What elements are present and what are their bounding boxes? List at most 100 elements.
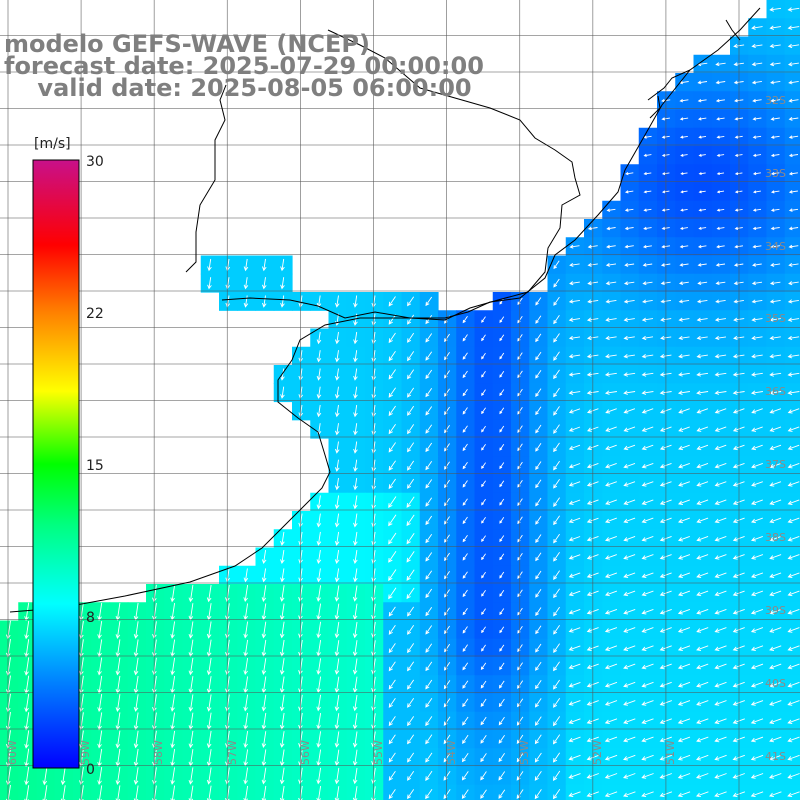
wind-arrow — [406, 587, 415, 600]
wind-cell — [511, 730, 530, 749]
wind-cell — [492, 620, 512, 640]
wind-cell — [419, 711, 439, 731]
wind-arrow — [751, 499, 763, 505]
wind-arrow — [261, 568, 267, 583]
wind-arrow — [188, 657, 194, 676]
wind-arrow — [552, 734, 561, 745]
wind-arrow — [751, 335, 763, 341]
wind-arrow — [388, 314, 396, 325]
wind-arrow — [751, 426, 763, 432]
wind-arrow — [770, 208, 780, 212]
wind-arrow — [553, 460, 560, 471]
wind-arrow — [769, 681, 782, 688]
wind-arrow — [388, 423, 396, 435]
wind-cell — [383, 529, 403, 549]
wind-arrow — [714, 426, 727, 432]
wind-arrow — [388, 514, 397, 527]
wind-arrow — [206, 657, 212, 676]
wind-arrow — [787, 572, 800, 578]
wind-arrow — [425, 570, 433, 580]
wind-arrow — [606, 226, 616, 231]
wind-cell — [529, 693, 549, 713]
wind-arrow — [316, 550, 322, 565]
wind-arrow — [407, 643, 415, 654]
wind-arrow — [388, 532, 397, 545]
wind-arrow — [353, 331, 358, 345]
wind-arrow — [716, 117, 725, 121]
wind-arrow — [714, 663, 727, 670]
wind-arrow — [787, 390, 800, 396]
wind-arrow — [97, 639, 103, 658]
wind-arrow — [769, 299, 781, 304]
wind-arrow — [133, 657, 139, 676]
wind-arrow — [188, 694, 194, 712]
wind-arrow — [535, 479, 542, 489]
wind-arrow — [188, 621, 194, 639]
wind-arrow — [425, 387, 433, 398]
wind-arrow — [97, 748, 103, 767]
wind-arrow — [788, 226, 799, 231]
border-river — [185, 84, 227, 273]
wind-arrow — [462, 716, 469, 726]
wind-cell — [401, 784, 421, 800]
wind-arrow — [752, 135, 762, 139]
wind-cell — [383, 346, 403, 366]
wind-arrow — [279, 658, 285, 675]
wind-arrow — [752, 190, 761, 194]
wind-cell — [584, 784, 603, 800]
wind-arrow — [769, 499, 782, 505]
wind-arrow — [499, 371, 505, 378]
wind-arrow — [677, 700, 691, 706]
wind-arrow — [553, 515, 560, 526]
wind-arrow — [696, 354, 708, 359]
wind-arrow — [678, 408, 690, 414]
wind-arrow — [481, 553, 486, 561]
wind-arrow — [605, 354, 617, 359]
wind-arrow — [480, 680, 487, 689]
wind-arrow — [696, 791, 709, 798]
wind-arrow — [787, 62, 799, 67]
wind-arrow — [352, 621, 358, 639]
wind-arrow — [334, 550, 340, 565]
wind-arrow — [261, 277, 267, 290]
wind-arrow — [461, 752, 469, 763]
wind-arrow — [750, 736, 764, 743]
wind-arrow — [24, 712, 30, 731]
wind-arrow — [696, 608, 709, 615]
wind-arrow — [352, 731, 358, 748]
wind-arrow — [353, 386, 358, 399]
wind-arrow — [499, 480, 505, 488]
wind-arrow — [642, 244, 652, 249]
wind-arrow — [787, 736, 800, 743]
wind-cell — [456, 383, 476, 403]
wind-arrow — [568, 426, 581, 432]
wind-arrow — [481, 535, 486, 542]
wind-arrow — [568, 481, 581, 487]
wind-arrow — [641, 700, 654, 706]
wind-arrow — [334, 295, 340, 308]
wind-arrow — [677, 754, 691, 761]
wind-arrow — [407, 405, 415, 416]
wind-arrow — [499, 316, 505, 323]
wind-arrow — [481, 480, 486, 488]
wind-arrow — [788, 135, 799, 139]
wind-cell — [419, 492, 439, 512]
wind-arrow — [770, 117, 780, 121]
wind-arrow — [425, 515, 433, 526]
wind-cell — [511, 328, 530, 348]
wind-arrow — [334, 459, 340, 472]
wind-arrow — [716, 153, 725, 157]
wind-cell — [748, 784, 768, 800]
wind-arrow — [714, 773, 727, 779]
wind-arrow — [334, 495, 340, 510]
wind-arrow — [334, 386, 340, 399]
wind-arrow — [553, 479, 560, 489]
wind-arrow — [353, 368, 358, 381]
wind-arrow — [534, 789, 542, 800]
wind-arrow — [751, 317, 763, 322]
wind-arrow — [568, 718, 581, 724]
wind-arrow — [605, 335, 617, 341]
wind-arrow — [462, 388, 468, 397]
wind-arrow — [787, 718, 800, 724]
wind-arrow — [481, 371, 486, 378]
